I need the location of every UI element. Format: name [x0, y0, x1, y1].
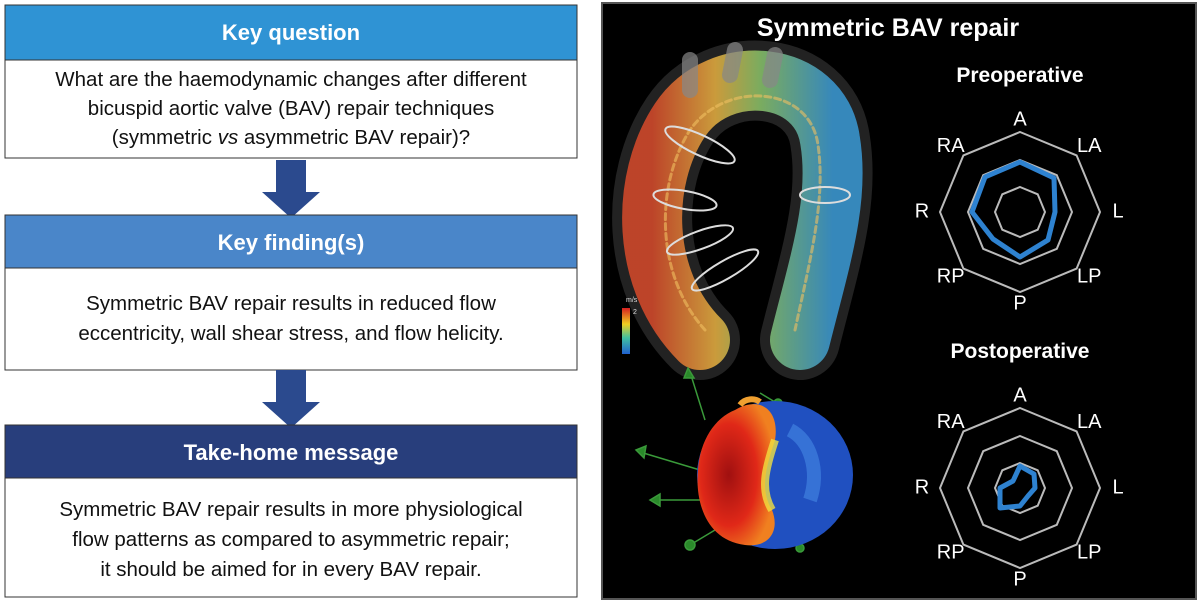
text-box [4, 477, 578, 598]
radar-ring [966, 158, 1074, 266]
radar-ring [993, 461, 1047, 515]
body-line: What are the haemodynamic changes after … [55, 68, 527, 91]
axis-label: LP [1077, 265, 1101, 287]
header-box [4, 214, 578, 269]
radar-ring [993, 185, 1047, 239]
axis-label: RP [937, 541, 965, 563]
radar-shape [969, 159, 1058, 260]
colorbar-unit: m/s [626, 297, 638, 304]
velocity-map [634, 366, 853, 553]
section-title: Key question [222, 20, 360, 45]
axis-label: L [1112, 200, 1123, 222]
section-title: Key finding(s) [218, 230, 365, 255]
radar-ring [938, 130, 1102, 294]
axis-label: A [1013, 108, 1027, 130]
section-title: Take-home message [184, 440, 399, 465]
axis-label: LP [1077, 541, 1101, 563]
axis-label: R [915, 476, 929, 498]
radar-ring [966, 434, 1074, 542]
text-span: (symmetric [112, 126, 218, 149]
axis-label: LA [1077, 135, 1102, 157]
arrow [262, 370, 320, 428]
axis-label: RP [937, 265, 965, 287]
radar-shape [997, 463, 1038, 511]
header-box [4, 4, 578, 61]
body-line: (symmetric vs asymmetric BAV repair)? [112, 126, 470, 149]
body-line: bicuspid aortic valve (BAV) repair techn… [88, 97, 494, 120]
body-line: flow patterns as compared to asymmetric … [72, 528, 510, 551]
text-box [4, 267, 578, 371]
radar-title: Postoperative [951, 340, 1090, 363]
body-line: Symmetric BAV repair results in more phy… [59, 498, 522, 521]
aorta-illustration [612, 40, 873, 380]
axis-label: P [1013, 568, 1026, 590]
axis-label: P [1013, 292, 1026, 314]
axis-label: RA [937, 411, 965, 433]
body-line: Symmetric BAV repair results in reduced … [86, 292, 496, 315]
arrow [262, 160, 320, 218]
text-box [4, 59, 578, 159]
colorbar-label: 2 [633, 309, 637, 316]
axis-label: R [915, 200, 929, 222]
body-line: it should be aimed for in every BAV repa… [100, 558, 481, 581]
radar-ring [938, 406, 1102, 570]
axis-label: A [1013, 384, 1027, 406]
radar-plots: PreoperativeALALLPPRPRRAPostoperativeALA… [915, 64, 1124, 590]
axis-label: LA [1077, 411, 1102, 433]
radar-title: Preoperative [956, 64, 1083, 87]
colorbar [622, 308, 630, 354]
axis-label: RA [937, 135, 965, 157]
text-span: vs [218, 126, 239, 149]
figure-title: Symmetric BAV repair [757, 14, 1019, 42]
text-span: asymmetric BAV repair)? [238, 126, 470, 149]
body-line: eccentricity, wall shear stress, and flo… [78, 322, 503, 345]
axis-label: L [1112, 476, 1123, 498]
header-box [4, 424, 578, 479]
